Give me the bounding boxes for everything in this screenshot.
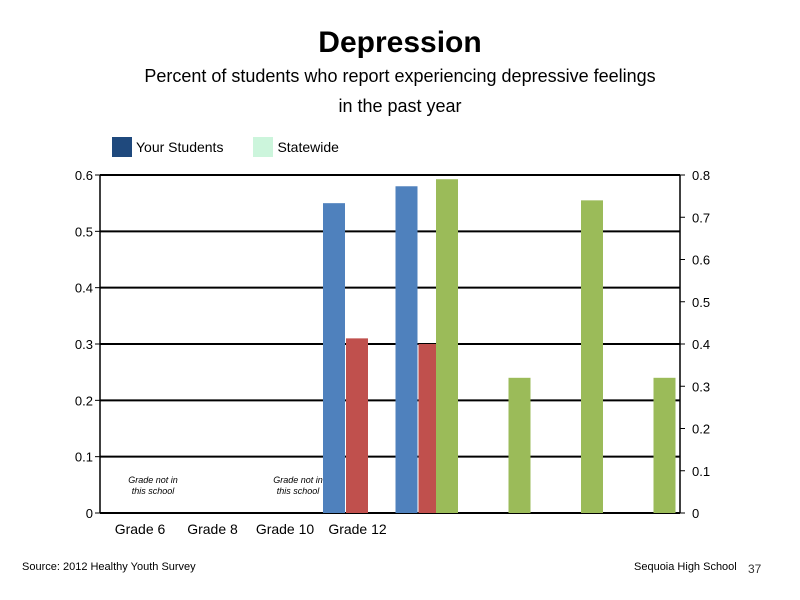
legend-swatch-statewide <box>253 137 274 157</box>
bar-green <box>508 377 531 513</box>
y-axis-tick-label: 0.1 <box>75 450 93 465</box>
bar-red <box>418 344 441 513</box>
secondary-y-axis-tick-label: 0.8 <box>692 168 710 183</box>
chart-subtitle-line2: in the past year <box>338 96 462 116</box>
legend-item-your-students: Your Students <box>112 137 223 157</box>
x-axis-tick-label: Grade 8 <box>187 521 238 537</box>
chart-subtitle-line1: Percent of students who report experienc… <box>144 66 656 86</box>
y-axis-tick-label: 0.2 <box>75 393 93 408</box>
y-axis-tick-label: 0.4 <box>75 281 93 296</box>
annotation-line2: this school <box>277 486 321 496</box>
source-note: Source: 2012 Healthy Youth Survey <box>22 561 196 573</box>
legend-label-your-students: Your Students <box>136 139 224 155</box>
y-axis-tick-label: 0.6 <box>75 168 93 183</box>
annotation-line2: this school <box>132 486 176 496</box>
legend-swatch-your-students <box>112 137 132 157</box>
x-axis-tick-label: Grade 12 <box>328 521 387 537</box>
secondary-y-axis-tick-label: 0.1 <box>692 464 710 479</box>
school-name: Sequoia High School <box>634 561 737 573</box>
annotation-line1: Grade not in <box>273 475 323 485</box>
annotation-line1: Grade not in <box>128 475 178 485</box>
secondary-y-axis-tick-label: 0.7 <box>692 210 710 225</box>
y-axis-tick-label: 0 <box>86 506 93 521</box>
bar-green <box>581 200 603 513</box>
bar-blue <box>395 186 418 513</box>
chart-title: Depression <box>318 26 482 59</box>
bar-blue <box>323 203 345 513</box>
secondary-y-axis-tick-label: 0.5 <box>692 295 710 310</box>
legend-item-statewide: Statewide <box>253 137 339 157</box>
x-axis-tick-label: Grade 10 <box>256 521 315 537</box>
page-number: 37 <box>748 562 762 576</box>
secondary-y-axis-tick-label: 0.2 <box>692 422 710 437</box>
secondary-y-axis-tick-label: 0.3 <box>692 379 710 394</box>
secondary-y-axis-tick-label: 0 <box>692 506 699 521</box>
legend-label-statewide: Statewide <box>277 139 339 155</box>
y-axis-tick-label: 0.5 <box>75 224 93 239</box>
chart-legend: Your Students Statewide <box>112 136 369 158</box>
secondary-y-axis-tick-label: 0.6 <box>692 253 710 268</box>
y-axis-tick-label: 0.3 <box>75 337 93 352</box>
bar-green <box>653 377 676 513</box>
x-axis-tick-label: Grade 6 <box>115 521 166 537</box>
bar-green <box>436 179 458 513</box>
bar-red <box>346 338 368 513</box>
secondary-y-axis-tick-label: 0.4 <box>692 337 710 352</box>
